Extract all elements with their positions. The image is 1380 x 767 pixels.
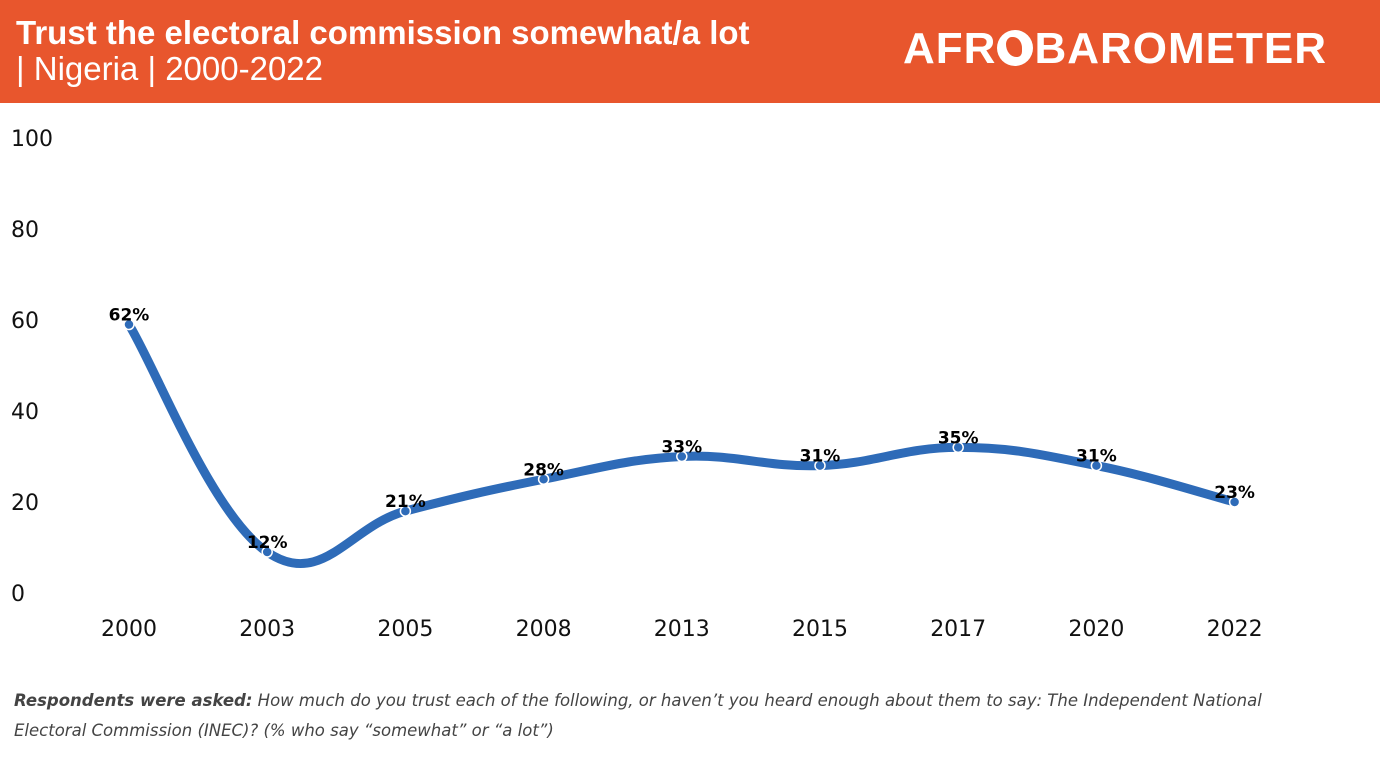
data-point (123, 318, 135, 331)
line-chart: 0 20 40 60 80 100 2000 2003 2005 2008 2013 2015 201… (11, 127, 1263, 642)
data-point (676, 450, 688, 463)
x-tick-label: 2020 (1068, 617, 1124, 642)
data-label: 35% (938, 428, 979, 448)
footnote: Respondents were asked: How much do you … (14, 686, 1314, 746)
x-tick-label: 2005 (377, 617, 433, 642)
x-tick-label: 2008 (516, 617, 572, 642)
chart-subtitle: | Nigeria | 2000-2022 (16, 50, 324, 87)
header-banner: Trust the electoral commission somewhat/… (0, 0, 1380, 103)
x-tick-label: 2013 (654, 617, 710, 642)
footnote-bold: Respondents were asked: (14, 691, 253, 710)
logo-text-left: AFR (903, 24, 997, 73)
x-tick-label: 2017 (930, 617, 986, 642)
series-trust (123, 318, 1241, 569)
y-axis: 0 20 40 60 80 100 (11, 127, 53, 607)
x-tick-label: 2003 (239, 617, 295, 642)
footnote-text: How much do you trust each of the follow… (14, 691, 1262, 740)
data-point (261, 546, 273, 558)
data-label: 33% (661, 438, 702, 458)
data-label: 21% (385, 492, 426, 512)
data-label: 62% (109, 306, 150, 326)
y-tick-label: 40 (11, 400, 39, 425)
logo-text-right: BAROMETER (1034, 24, 1327, 73)
data-point (952, 441, 964, 454)
chart-title: Trust the electoral commission somewhat/… (16, 14, 750, 51)
x-tick-label: 2000 (101, 617, 157, 642)
data-label: 31% (800, 447, 841, 467)
data-point (537, 473, 550, 485)
data-label: 12% (247, 533, 288, 553)
x-tick-label: 2022 (1207, 617, 1263, 642)
data-point (399, 505, 412, 517)
y-tick-label: 20 (11, 491, 39, 516)
y-tick-label: 0 (11, 582, 25, 607)
data-label: 28% (523, 460, 564, 480)
y-tick-label: 100 (11, 127, 53, 152)
data-labels: 62% 12% 21% 28% 33% 31% 35% 31% 23% (109, 306, 1255, 554)
data-point (814, 459, 826, 472)
x-tick-label: 2015 (792, 617, 848, 642)
x-axis: 2000 2003 2005 2008 2013 2015 2017 2020 2022 (101, 617, 1263, 642)
data-point (1228, 496, 1241, 508)
africa-globe-icon (997, 30, 1034, 66)
data-label: 31% (1076, 447, 1117, 467)
data-point (1090, 459, 1103, 472)
y-tick-label: 60 (11, 309, 39, 334)
data-label: 23% (1214, 483, 1255, 503)
afrobarometer-logo: AFR BAROMETER (903, 24, 1327, 74)
y-tick-label: 80 (11, 218, 39, 243)
